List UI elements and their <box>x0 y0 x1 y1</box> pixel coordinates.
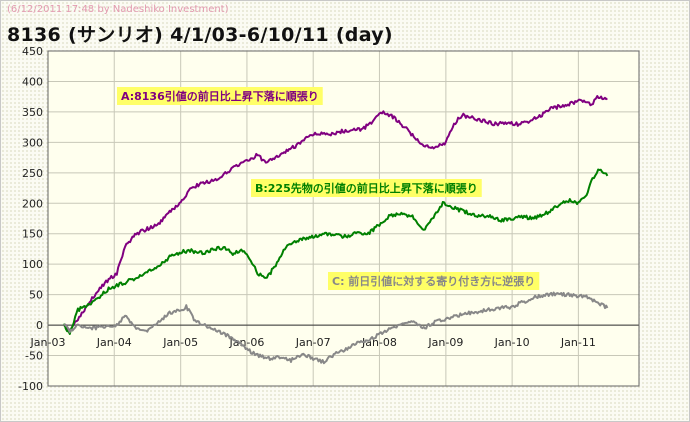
series-label-box <box>328 272 540 290</box>
x-tick-label: Jan-04 <box>96 336 132 349</box>
x-tick-label: Jan-10 <box>494 336 530 349</box>
x-tick-label: Jan-11 <box>560 336 596 349</box>
y-tick-label: 400 <box>22 75 43 88</box>
series-label: C: 前日引値に対する寄り付き方に逆張り <box>332 274 535 288</box>
x-tick-label: Jan-06 <box>228 336 264 349</box>
y-tick-label: 150 <box>22 228 43 241</box>
y-tick-label: 450 <box>22 45 43 58</box>
y-tick-label: -50 <box>25 350 43 363</box>
x-tick-label: Jan-09 <box>427 336 463 349</box>
y-tick-label: 100 <box>22 258 43 271</box>
y-tick-label: -100 <box>18 380 43 393</box>
x-tick-label: Jan-05 <box>162 336 198 349</box>
y-tick-label: 350 <box>22 106 43 119</box>
y-tick-label: 0 <box>36 319 43 332</box>
y-tick-label: 50 <box>29 289 43 302</box>
series-label: B:225先物の引値の前日比上昇下落に順張り <box>255 181 478 195</box>
x-tick-label: Jan-08 <box>361 336 397 349</box>
y-tick-label: 300 <box>22 136 43 149</box>
x-tick-label: Jan-07 <box>295 336 331 349</box>
series-line <box>63 291 609 365</box>
chart-title: 8136 (サンリオ) 4/1/03-6/10/11 (day) <box>7 24 393 46</box>
series-line <box>63 168 609 335</box>
y-tick-label: 250 <box>22 167 43 180</box>
series-label: A:8136引値の前日比上昇下落に順張り <box>121 89 319 103</box>
series-label-box <box>117 87 323 105</box>
y-tick-label: 200 <box>22 197 43 210</box>
series-label-box <box>251 179 482 197</box>
credit-text: (6/12/2011 17:48 by Nadeshiko Investment… <box>7 4 229 15</box>
series-line <box>63 95 608 331</box>
plot-border <box>47 50 640 387</box>
